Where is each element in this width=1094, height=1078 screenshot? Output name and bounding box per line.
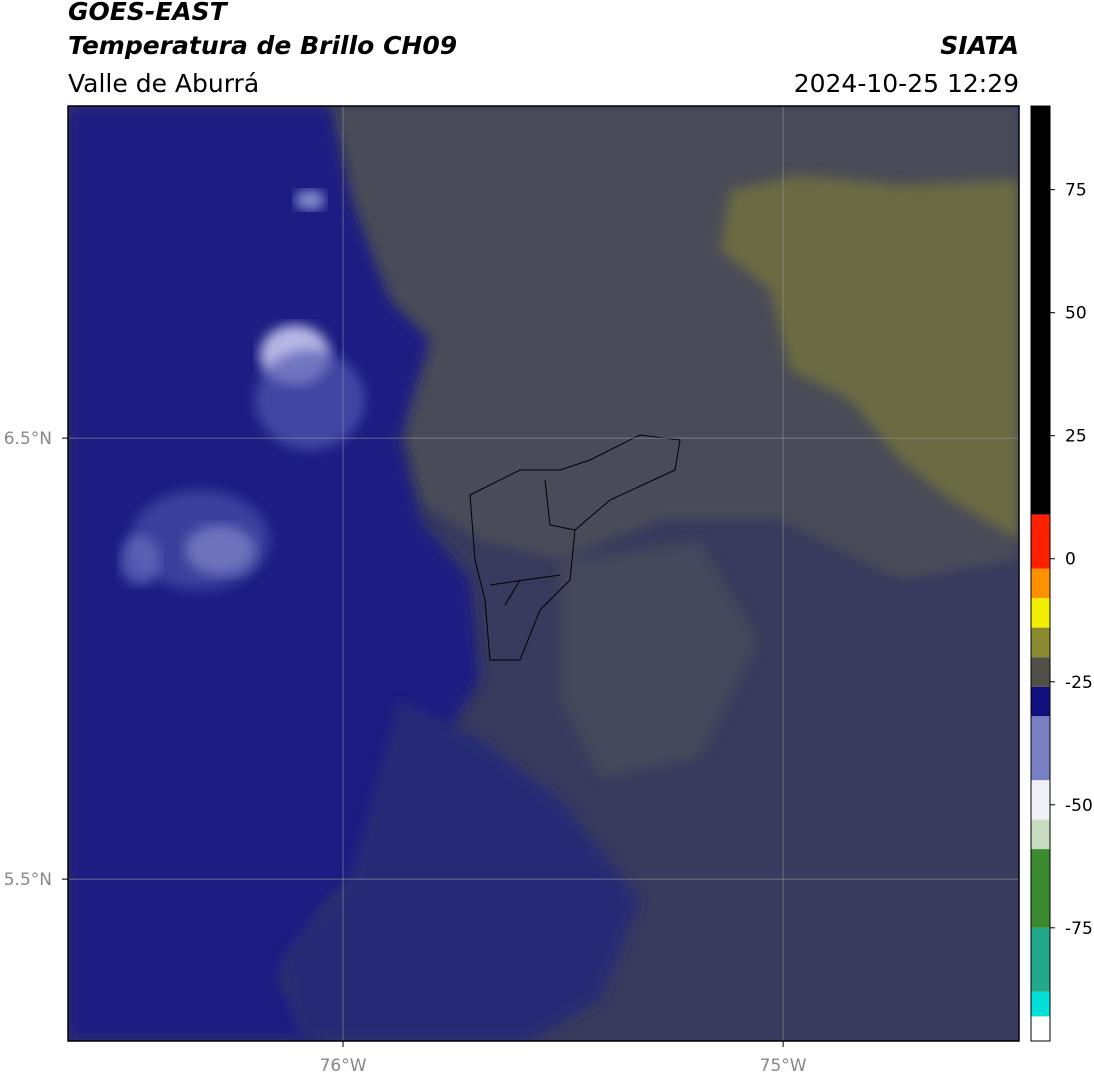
colorbar-segment bbox=[1031, 1016, 1050, 1041]
colorbar-segment bbox=[1031, 598, 1050, 628]
colorbar-segment bbox=[1031, 819, 1050, 850]
colorbar-tick-label: 50 bbox=[1065, 304, 1087, 324]
colorbar-tick-label: 25 bbox=[1065, 427, 1087, 447]
colorbar-segment bbox=[1031, 686, 1050, 717]
region: Valle de Aburrá bbox=[68, 69, 259, 98]
colorbar-segment bbox=[1031, 514, 1050, 569]
x-tick-label: 75°W bbox=[760, 1056, 807, 1076]
title: GOES-EAST bbox=[68, 0, 229, 26]
colorbar-segment bbox=[1031, 716, 1050, 781]
y-tick-label: 5.5°N bbox=[4, 870, 52, 890]
colorbar-segment bbox=[1031, 849, 1050, 928]
colorbar-tick-label: -50 bbox=[1065, 796, 1093, 816]
colorbar-segment bbox=[1031, 927, 1050, 992]
colorbar-tick-label: -25 bbox=[1065, 673, 1093, 693]
subtitle: Temperatura de Brillo CH09 bbox=[68, 31, 457, 60]
colorbar-segment bbox=[1031, 106, 1050, 515]
colorbar-segment bbox=[1031, 657, 1050, 687]
datetime: 2024-10-25 12:29 bbox=[794, 69, 1019, 98]
colorbar-frame bbox=[1030, 105, 1051, 1042]
y-tick-label: 6.5°N bbox=[4, 429, 52, 449]
colorbar-tick-label: 0 bbox=[1065, 550, 1076, 570]
imagery bbox=[68, 106, 1019, 1041]
colorbar-segment bbox=[1031, 780, 1050, 820]
source: SIATA bbox=[940, 31, 1019, 60]
colorbar-segment bbox=[1031, 627, 1050, 658]
colorbar-tick-label: -75 bbox=[1065, 919, 1093, 939]
x-tick-label: 76°W bbox=[320, 1056, 367, 1076]
colorbar-segment bbox=[1031, 568, 1050, 599]
map-frame bbox=[67, 105, 1020, 1042]
colorbar-segment bbox=[1031, 991, 1050, 1017]
colorbar-tick-label: 75 bbox=[1065, 181, 1087, 201]
